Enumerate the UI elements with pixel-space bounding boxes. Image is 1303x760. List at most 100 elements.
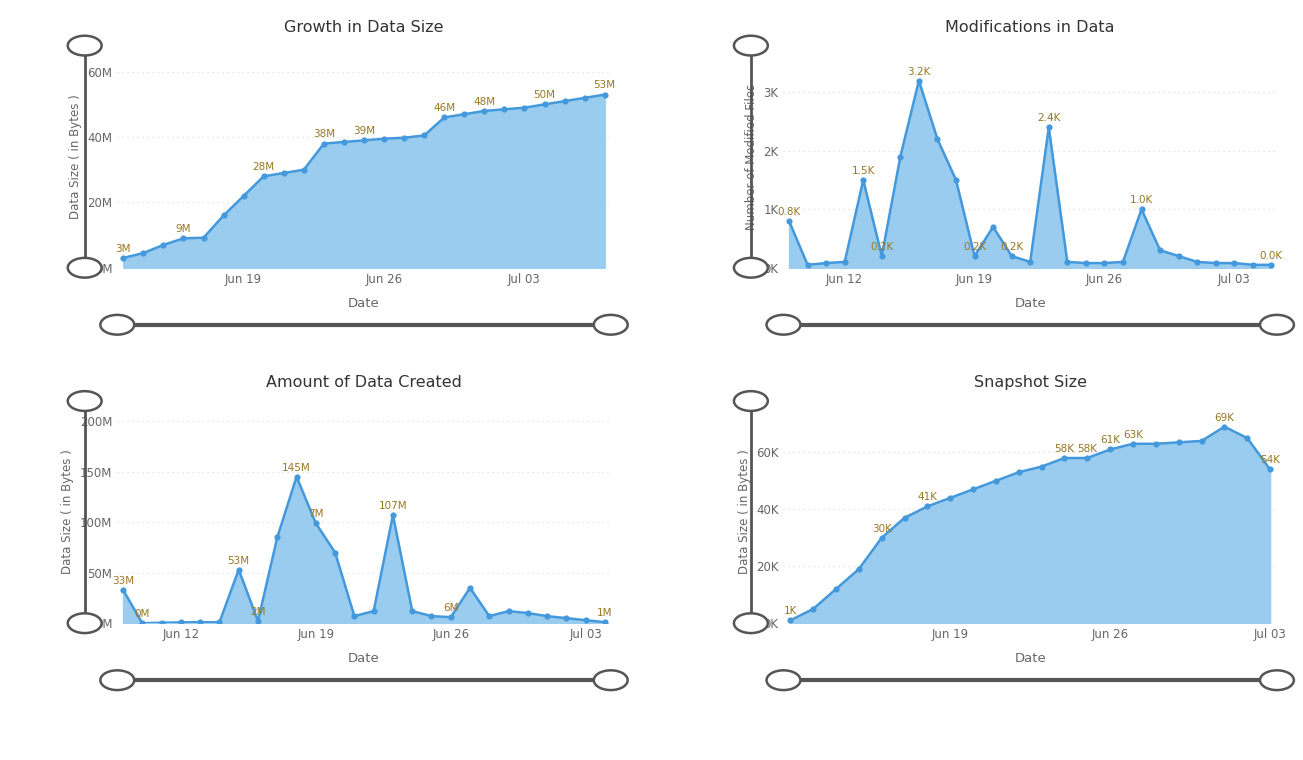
Point [324,546,345,559]
Point [1057,256,1078,268]
Point [151,616,172,629]
Point [112,584,133,596]
Point [152,239,173,251]
Point [314,138,335,150]
Point [779,215,800,227]
Point [171,616,192,629]
Point [534,98,555,110]
Text: 0M: 0M [134,609,150,619]
Point [594,88,615,100]
Point [1169,436,1190,448]
Point [1038,122,1059,134]
Text: 9M: 9M [176,224,192,234]
Text: 6M: 6M [443,603,459,613]
Point [374,133,395,145]
Text: 3M: 3M [116,244,132,254]
Point [394,131,414,144]
Text: 30K: 30K [872,524,891,534]
Point [248,615,268,627]
Text: 61K: 61K [1100,435,1121,445]
Point [1031,461,1052,473]
Point [1020,256,1041,268]
Point [985,475,1006,487]
Point [133,247,154,259]
Title: Snapshot Size: Snapshot Size [973,375,1087,390]
Point [228,564,249,576]
Point [982,220,1003,233]
Point [537,610,558,622]
Text: 33M: 33M [112,576,134,586]
Text: 46M: 46M [433,103,455,113]
Point [1169,250,1190,262]
X-axis label: Date: Date [348,652,380,665]
Text: 1.0K: 1.0K [1130,195,1153,205]
Text: 0.2K: 0.2K [870,242,894,252]
Text: 1K: 1K [783,606,797,616]
Text: 2M: 2M [250,607,266,617]
Point [190,616,211,629]
Text: 0.8K: 0.8K [778,207,800,217]
Point [1001,250,1022,262]
Point [575,92,595,104]
Point [193,232,214,244]
Point [797,258,818,271]
Point [414,129,435,141]
Y-axis label: Data Size ( in Bytes ): Data Size ( in Bytes ) [61,450,74,575]
Point [575,614,595,626]
Point [113,252,134,264]
Text: 50M: 50M [533,90,555,100]
Text: 53M: 53M [228,556,250,565]
Point [890,150,911,163]
X-axis label: Date: Date [1014,652,1046,665]
Point [872,250,893,262]
Point [816,257,837,269]
Point [383,509,404,521]
Text: 1M: 1M [597,608,612,618]
Point [305,517,326,529]
Text: 145M: 145M [283,463,311,473]
Y-axis label: Number of Modified Files: Number of Modified Files [745,84,758,230]
Point [939,492,960,504]
Point [434,112,455,124]
Point [517,607,538,619]
Title: Modifications in Data: Modifications in Data [946,20,1115,35]
Title: Amount of Data Created: Amount of Data Created [266,375,463,390]
Point [233,190,254,202]
Point [132,617,152,629]
Point [926,133,947,145]
Text: 3.2K: 3.2K [907,67,930,77]
X-axis label: Date: Date [1014,296,1046,310]
Text: 0.2K: 0.2K [963,242,986,252]
Point [554,95,575,107]
Point [1242,258,1263,271]
Text: 39M: 39M [353,126,375,136]
Point [214,210,235,222]
Point [173,233,194,245]
Point [964,250,985,262]
Point [1261,258,1282,271]
Point [515,102,536,114]
Text: 48M: 48M [473,97,495,106]
Point [1205,257,1226,269]
Point [1237,432,1257,444]
Point [474,105,495,117]
Text: 0.2K: 0.2K [999,242,1023,252]
Point [1100,443,1121,455]
Point [440,611,461,623]
Point [480,610,500,622]
Point [253,170,274,182]
Point [1214,420,1235,432]
Point [917,500,938,512]
Point [1149,244,1170,256]
Point [364,605,384,617]
Point [1123,438,1144,450]
Point [453,108,474,120]
Point [1075,257,1096,269]
X-axis label: Date: Date [348,296,380,310]
Point [894,511,915,524]
Point [852,174,873,186]
Point [334,136,354,148]
Point [401,605,422,617]
Text: 58K: 58K [1054,444,1075,454]
Point [872,532,893,544]
